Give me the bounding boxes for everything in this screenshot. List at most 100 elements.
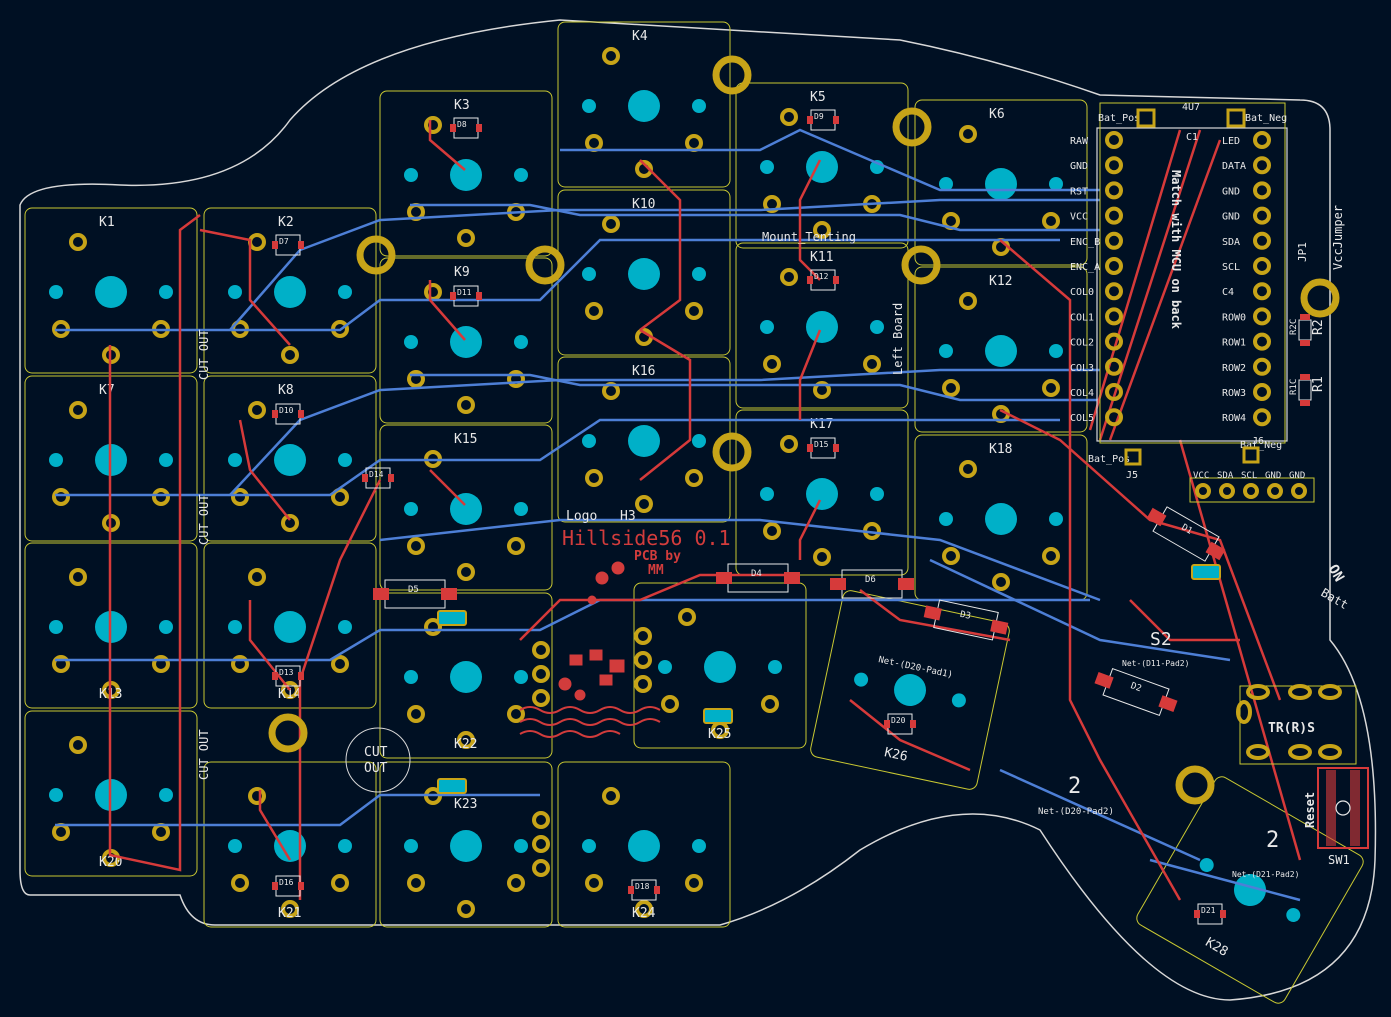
key-label: K24 — [632, 906, 656, 921]
front-copper-trace — [859, 589, 1011, 642]
diode-footprint: D16 — [272, 875, 304, 897]
key-switch-footprint: K4 — [557, 21, 731, 188]
controller-pin-label: COL5 — [1070, 413, 1094, 424]
diode-label: D7 — [279, 237, 289, 246]
back-copper-trace — [560, 128, 1100, 192]
key-switch-footprint: K25 — [633, 582, 807, 749]
left-board-label: Left Board — [891, 303, 905, 375]
mounting-holes — [268, 55, 1340, 805]
smd-diode: D1 — [1146, 506, 1226, 562]
board-outline — [19, 19, 1377, 1001]
key-switch-footprint: K18 — [914, 434, 1088, 601]
controller-pin-label: VCC — [1070, 212, 1088, 223]
jp1-label: JP1 — [1296, 242, 1309, 262]
key-label: K20 — [99, 855, 122, 870]
diode-footprint: D21 — [1194, 903, 1226, 925]
header-pad — [532, 811, 550, 829]
thumb-number: 2 — [1266, 828, 1279, 853]
diode-footprint: D13 — [272, 665, 304, 687]
diode-label: D10 — [279, 406, 294, 415]
bat-neg-bottom-label: Bat_Neg — [1240, 440, 1282, 451]
header-pad — [634, 651, 652, 669]
key-label: K26 — [883, 745, 909, 765]
diode-footprint: D7 — [272, 234, 304, 256]
controller-pin-label: DATA — [1222, 161, 1246, 172]
front-copper-trace — [1098, 129, 1202, 441]
controller-pin-label: ENC_B — [1070, 237, 1100, 248]
key-label: K6 — [989, 107, 1005, 122]
logo-art — [519, 561, 661, 738]
credit-line1: PCB by — [634, 549, 681, 564]
key-switch-footprint: K21 — [203, 761, 377, 928]
controller-pin-label: ROW3 — [1222, 388, 1246, 399]
front-copper-trace — [108, 214, 201, 872]
resistor-footprint — [1298, 379, 1312, 401]
diode-footprint: D14 — [362, 467, 394, 489]
mount-hole — [892, 107, 932, 147]
batt-label: Batt — [1319, 585, 1351, 612]
key-label: K11 — [810, 250, 833, 265]
reset-switch: Reset SW1 — [1303, 767, 1369, 867]
back-copper-trace — [379, 518, 1101, 602]
logo-label: Logo — [566, 509, 597, 524]
c1-label: C1 — [1186, 132, 1198, 143]
key-label: K9 — [454, 265, 470, 280]
diode-label: D9 — [814, 112, 824, 121]
smd-diode: D6 — [830, 569, 914, 599]
header-pad — [532, 835, 550, 853]
resistor-footprint — [1298, 319, 1312, 341]
diode-label: D21 — [1201, 906, 1216, 915]
front-copper-trace — [639, 328, 692, 481]
trrs-label: TR(R)S — [1268, 721, 1315, 736]
key-label: K7 — [99, 383, 115, 398]
key-label: K3 — [454, 98, 470, 113]
header-pad — [532, 665, 550, 683]
controller-pin-label: C4 — [1222, 287, 1234, 298]
controller-pin-label: GND — [1222, 186, 1240, 197]
r1-label: R1 — [1311, 376, 1326, 392]
front-copper-trace — [798, 499, 822, 560]
key-switch-footprint: K16 — [557, 356, 731, 523]
r1c-label: R1C — [1289, 379, 1299, 395]
controller-left-pins: RAW GND RST VCC ENC_B ENC_A COL0 COL1 COL2 COL3 CO… — [1070, 131, 1123, 427]
controller-vertical-label: Match with MCU on back — [1169, 170, 1183, 330]
net-label: Net-(D20-Pad2) — [1038, 807, 1114, 817]
controller-pin-label: COL0 — [1070, 287, 1094, 298]
mount-tenting-label: Mount_Tenting — [762, 230, 856, 244]
diode-footprint: D8 — [450, 117, 482, 139]
key-switch-footprint: K2 — [203, 207, 377, 374]
diode-label: D14 — [369, 470, 384, 479]
controller-pin-label: COL1 — [1070, 312, 1094, 323]
credit-line2: MM — [648, 563, 664, 578]
mount-hole — [712, 432, 752, 472]
smd-diode: D3 — [923, 599, 1009, 641]
controller-pin-label: ENC_A — [1070, 262, 1100, 273]
cut-out-circle-line2: OUT — [364, 761, 388, 776]
smd-diode: D5 — [373, 579, 457, 609]
smd-diode: D2 — [1094, 667, 1178, 717]
i2c-pin-label: VCC — [1193, 471, 1209, 481]
copper-trace-layer — [55, 120, 1302, 902]
key-label: K21 — [278, 906, 301, 921]
key-switch-footprint: K20 — [24, 710, 198, 877]
front-copper-trace — [1108, 139, 1222, 441]
controller-pin-label: GND — [1222, 212, 1240, 223]
controller-pin-label: RAW — [1070, 136, 1089, 147]
controller-pin-label: SDA — [1222, 237, 1240, 248]
front-copper-trace — [238, 419, 291, 521]
front-copper-trace — [428, 280, 466, 341]
key-switch-footprint: K12 — [914, 266, 1088, 433]
key-label: K4 — [632, 29, 648, 44]
diode-label: D11 — [457, 288, 472, 297]
controller-pin-label: SCL — [1222, 262, 1240, 273]
r2-label: R2 — [1311, 319, 1326, 335]
smd-diode-label: D3 — [959, 610, 972, 622]
c1-value: 4U7 — [1182, 102, 1200, 113]
led-pad — [437, 778, 467, 794]
controller-pin-label: ROW2 — [1222, 363, 1246, 374]
net-label: Net-(D21-Pad2) — [1232, 870, 1299, 879]
header-pad — [634, 627, 652, 645]
diode-footprint: D15 — [807, 437, 839, 459]
